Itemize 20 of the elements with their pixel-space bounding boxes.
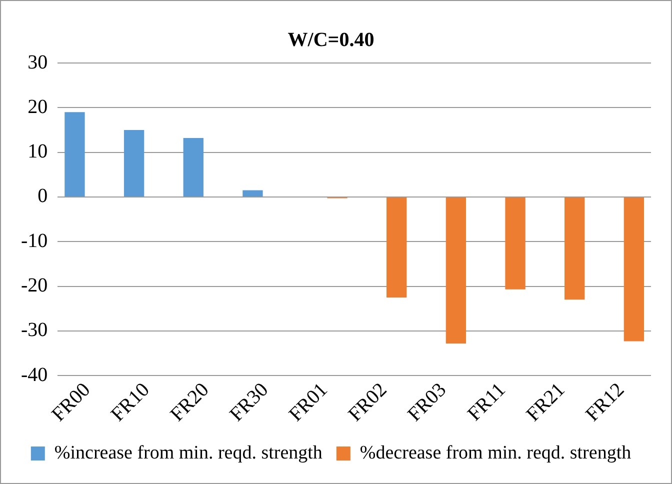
y-tick-label: 10 bbox=[28, 140, 48, 163]
y-tick-label: 30 bbox=[28, 51, 48, 74]
y-tick-label: -40 bbox=[20, 364, 48, 386]
bar bbox=[564, 197, 585, 300]
bar bbox=[386, 197, 407, 298]
bar bbox=[64, 112, 85, 196]
legend-label: %decrease from min. reqd. strength bbox=[360, 442, 632, 464]
y-tick-label: -20 bbox=[20, 274, 48, 297]
y-tick-label: -30 bbox=[20, 319, 48, 342]
bar bbox=[183, 138, 204, 196]
bar bbox=[624, 197, 644, 342]
chart-title: W/C=0.40 bbox=[288, 29, 374, 52]
bar bbox=[124, 130, 144, 196]
bar bbox=[242, 190, 263, 196]
bar bbox=[505, 197, 526, 290]
legend-label: %increase from min. reqd. strength bbox=[54, 442, 323, 464]
y-tick-label: 20 bbox=[28, 96, 48, 118]
y-tick-label: 0 bbox=[38, 185, 48, 208]
bar bbox=[446, 197, 466, 344]
y-tick-label: -10 bbox=[20, 230, 48, 252]
